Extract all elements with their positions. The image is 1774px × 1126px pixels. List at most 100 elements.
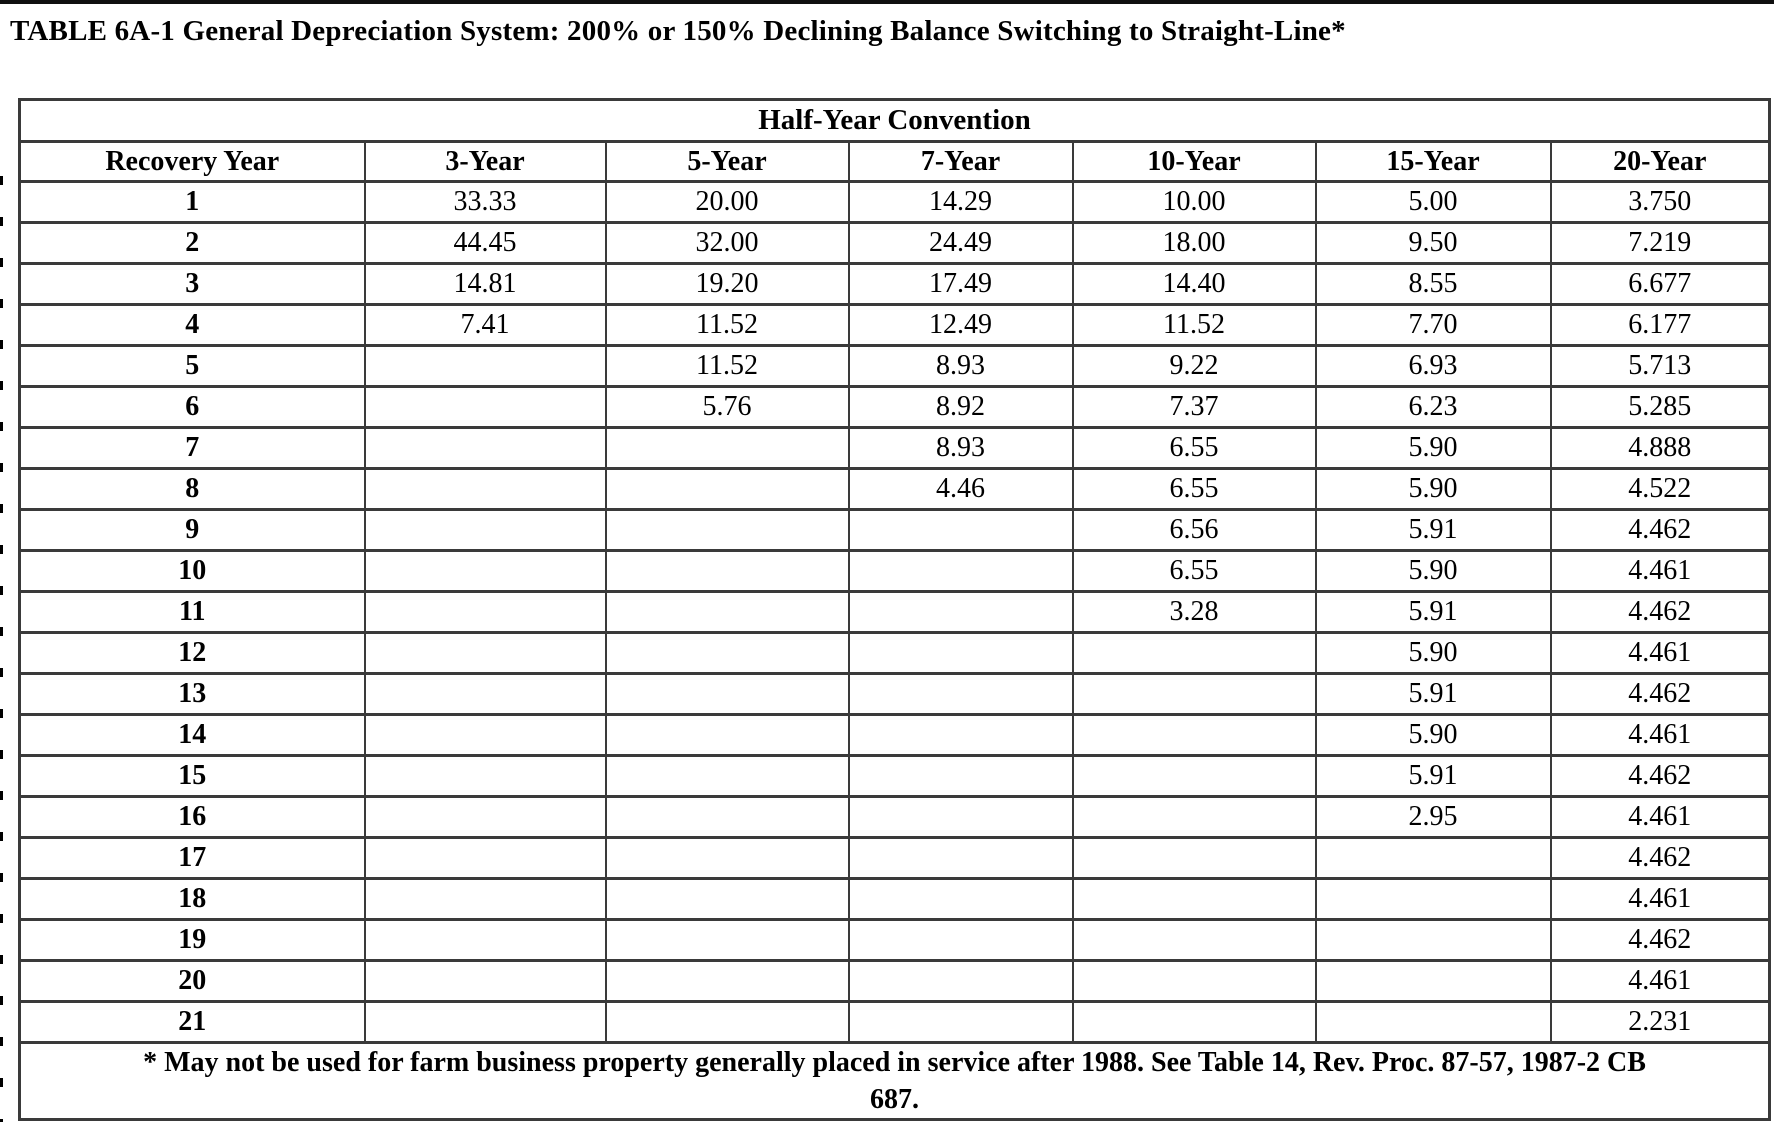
table-row: 15 5.91 4.462 (18, 754, 1771, 798)
table-row: 20 4.461 (18, 959, 1771, 1003)
recovery-year-cell: 5 (18, 344, 366, 388)
recovery-year-cell: 16 (18, 795, 366, 839)
header-row: Recovery Year 3-Year 5-Year 7-Year 10-Ye… (18, 140, 1771, 183)
value-cell: 9.22 (1071, 344, 1317, 388)
value-cell: 2.95 (1314, 795, 1552, 839)
value-cell (1071, 1000, 1317, 1044)
table-row: 5 11.52 8.93 9.22 6.93 5.713 (18, 344, 1771, 388)
value-cell: 11.52 (1071, 303, 1317, 347)
value-cell: 2.231 (1549, 1000, 1771, 1044)
recovery-year-cell: 20 (18, 959, 366, 1003)
table-row: 1 33.33 20.00 14.29 10.00 5.00 3.750 (18, 180, 1771, 224)
value-cell (363, 426, 607, 470)
value-cell: 5.76 (604, 385, 850, 429)
value-cell (847, 713, 1074, 757)
value-cell (604, 590, 850, 634)
recovery-year-cell: 19 (18, 918, 366, 962)
value-cell (363, 385, 607, 429)
recovery-year-cell: 1 (18, 180, 366, 224)
table-row: 8 4.46 6.55 5.90 4.522 (18, 467, 1771, 511)
value-cell (363, 754, 607, 798)
value-cell: 8.93 (847, 344, 1074, 388)
value-cell (1314, 877, 1552, 921)
value-cell (604, 426, 850, 470)
column-header-20-year: 20-Year (1549, 140, 1771, 183)
value-cell (1071, 754, 1317, 798)
value-cell (363, 508, 607, 552)
depreciation-table: Half-Year Convention Recovery Year 3-Yea… (18, 98, 1772, 1121)
value-cell (1314, 918, 1552, 962)
value-cell: 4.461 (1549, 549, 1771, 593)
value-cell: 4.888 (1549, 426, 1771, 470)
table-row: 19 4.462 (18, 918, 1771, 962)
value-cell: 9.50 (1314, 221, 1552, 265)
table-body: 1 33.33 20.00 14.29 10.00 5.00 3.750 2 44.45 32.0… (18, 180, 1771, 1044)
value-cell: 3.750 (1549, 180, 1771, 224)
column-header-7-year: 7-Year (847, 140, 1074, 183)
value-cell: 4.461 (1549, 713, 1771, 757)
value-cell: 3.28 (1071, 590, 1317, 634)
value-cell: 4.461 (1549, 877, 1771, 921)
value-cell (604, 549, 850, 593)
value-cell (1071, 836, 1317, 880)
value-cell (604, 795, 850, 839)
left-edge-border-artifact (0, 176, 3, 1122)
value-cell (604, 467, 850, 511)
recovery-year-cell: 15 (18, 754, 366, 798)
value-cell: 14.29 (847, 180, 1074, 224)
value-cell: 4.462 (1549, 508, 1771, 552)
value-cell (604, 672, 850, 716)
value-cell: 8.55 (1314, 262, 1552, 306)
value-cell (847, 754, 1074, 798)
value-cell (1071, 713, 1317, 757)
value-cell (363, 877, 607, 921)
value-cell (363, 672, 607, 716)
value-cell (847, 1000, 1074, 1044)
value-cell: 4.462 (1549, 590, 1771, 634)
value-cell (604, 713, 850, 757)
value-cell (1071, 672, 1317, 716)
value-cell: 6.55 (1071, 549, 1317, 593)
window-top-edge (0, 0, 1774, 4)
value-cell (363, 467, 607, 511)
recovery-year-cell: 10 (18, 549, 366, 593)
value-cell: 5.90 (1314, 713, 1552, 757)
value-cell: 12.49 (847, 303, 1074, 347)
value-cell (847, 877, 1074, 921)
value-cell: 5.91 (1314, 754, 1552, 798)
value-cell: 5.90 (1314, 549, 1552, 593)
value-cell (363, 1000, 607, 1044)
value-cell: 5.90 (1314, 426, 1552, 470)
recovery-year-cell: 6 (18, 385, 366, 429)
value-cell: 5.91 (1314, 590, 1552, 634)
column-header-15-year: 15-Year (1314, 140, 1552, 183)
value-cell (363, 631, 607, 675)
value-cell: 5.285 (1549, 385, 1771, 429)
value-cell: 7.70 (1314, 303, 1552, 347)
table-row: 16 2.95 4.461 (18, 795, 1771, 839)
recovery-year-cell: 11 (18, 590, 366, 634)
value-cell: 5.00 (1314, 180, 1552, 224)
page-title: TABLE 6A-1 General Depreciation System: … (10, 15, 1346, 47)
value-cell (847, 836, 1074, 880)
value-cell (1071, 631, 1317, 675)
value-cell: 19.20 (604, 262, 850, 306)
value-cell (604, 754, 850, 798)
value-cell: 6.56 (1071, 508, 1317, 552)
value-cell (604, 508, 850, 552)
value-cell (847, 549, 1074, 593)
value-cell: 11.52 (604, 344, 850, 388)
value-cell: 32.00 (604, 221, 850, 265)
value-cell: 7.219 (1549, 221, 1771, 265)
table-row: 10 6.55 5.90 4.461 (18, 549, 1771, 593)
value-cell: 6.55 (1071, 467, 1317, 511)
value-cell: 4.461 (1549, 959, 1771, 1003)
value-cell: 17.49 (847, 262, 1074, 306)
value-cell: 4.462 (1549, 754, 1771, 798)
value-cell: 4.522 (1549, 467, 1771, 511)
recovery-year-cell: 8 (18, 467, 366, 511)
column-header-10-year: 10-Year (1071, 140, 1317, 183)
value-cell (1071, 877, 1317, 921)
value-cell: 4.462 (1549, 836, 1771, 880)
table-row: 13 5.91 4.462 (18, 672, 1771, 716)
